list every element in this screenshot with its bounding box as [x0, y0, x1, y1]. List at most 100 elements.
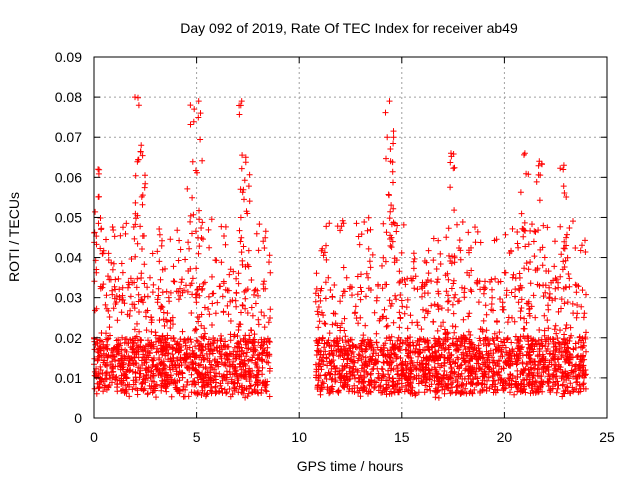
data-point: [500, 336, 507, 343]
data-point: [499, 353, 506, 360]
data-point: [224, 351, 231, 358]
data-point: [451, 329, 458, 336]
data-point: [582, 371, 589, 378]
data-point: [335, 353, 342, 360]
data-point: [384, 322, 391, 329]
data-point: [418, 326, 425, 333]
data-point: [563, 322, 570, 328]
data-point: [229, 391, 236, 398]
data-point: [580, 380, 587, 387]
data-point: [105, 307, 112, 314]
data-point: [209, 322, 215, 328]
data-point: [390, 219, 397, 226]
data-point: [202, 371, 209, 378]
data-point: [248, 389, 255, 396]
data-point: [524, 361, 531, 368]
data-point: [255, 368, 262, 375]
data-point: [552, 275, 559, 282]
data-point: [411, 285, 418, 292]
data-point: [536, 327, 543, 333]
data-point: [473, 360, 480, 367]
data-point: [101, 384, 108, 391]
data-point: [450, 151, 457, 157]
data-point: [355, 374, 362, 381]
data-point: [410, 376, 416, 383]
data-point: [394, 337, 401, 344]
data-point: [232, 355, 239, 362]
data-point: [569, 300, 576, 307]
data-point: [124, 311, 131, 318]
data-point: [409, 390, 416, 397]
data-point: [326, 343, 333, 349]
data-point: [173, 385, 180, 392]
data-point: [240, 360, 247, 367]
data-point: [515, 343, 522, 350]
data-point: [149, 250, 156, 257]
data-point: [110, 363, 117, 370]
data-point: [387, 232, 394, 239]
data-point: [445, 385, 452, 392]
data-point: [500, 365, 507, 372]
data-point: [415, 389, 422, 396]
data-point: [449, 389, 455, 396]
data-point: [390, 128, 397, 135]
data-point: [341, 377, 348, 384]
data-point: [504, 319, 511, 326]
data-point: [502, 231, 509, 238]
data-point: [369, 251, 376, 258]
data-point: [519, 388, 526, 395]
data-point: [540, 356, 546, 363]
data-point: [477, 286, 484, 293]
data-point: [421, 347, 428, 354]
data-point: [137, 223, 144, 230]
data-point: [255, 292, 261, 299]
data-point: [437, 261, 444, 267]
y-tick-label: 0.03: [55, 290, 82, 306]
data-point: [501, 339, 508, 346]
data-point: [220, 372, 227, 379]
data-point: [534, 341, 541, 348]
data-point: [195, 114, 202, 121]
data-point: [414, 286, 421, 293]
data-point: [145, 354, 152, 361]
data-point: [150, 281, 157, 288]
y-tick-label: 0.01: [55, 370, 82, 386]
data-point: [331, 282, 338, 288]
data-point: [477, 365, 483, 372]
data-point: [552, 361, 559, 368]
data-point: [372, 360, 379, 367]
data-point: [468, 369, 475, 376]
data-point: [472, 351, 479, 358]
data-point: [501, 384, 508, 391]
data-point: [415, 375, 422, 382]
data-point: [106, 276, 113, 283]
data-point: [182, 386, 189, 393]
data-point: [130, 360, 137, 367]
data-point: [198, 322, 205, 329]
data-point: [104, 353, 111, 360]
data-point: [153, 394, 159, 401]
data-point: [266, 338, 272, 345]
data-point: [424, 356, 431, 363]
data-point: [348, 336, 355, 343]
data-point: [357, 393, 364, 400]
data-point: [439, 375, 446, 382]
data-point: [456, 237, 463, 244]
data-point: [482, 285, 489, 292]
data-point: [567, 380, 574, 387]
data-point: [573, 354, 580, 360]
data-point: [392, 341, 399, 348]
data-point: [155, 285, 162, 292]
data-point: [176, 369, 183, 375]
data-point: [452, 341, 459, 348]
data-point: [255, 339, 262, 346]
x-tick-label: 10: [291, 429, 307, 445]
data-point: [566, 389, 573, 396]
data-point: [137, 367, 144, 374]
y-tick-label: 0.06: [55, 169, 82, 185]
data-point: [404, 341, 411, 348]
data-point: [175, 362, 182, 369]
data-point: [565, 375, 572, 382]
data-point: [193, 265, 200, 272]
data-point: [524, 372, 531, 379]
